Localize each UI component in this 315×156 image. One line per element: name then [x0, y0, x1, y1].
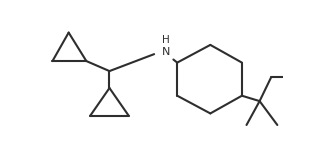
Text: H: H — [162, 35, 169, 45]
Text: N: N — [162, 47, 170, 57]
